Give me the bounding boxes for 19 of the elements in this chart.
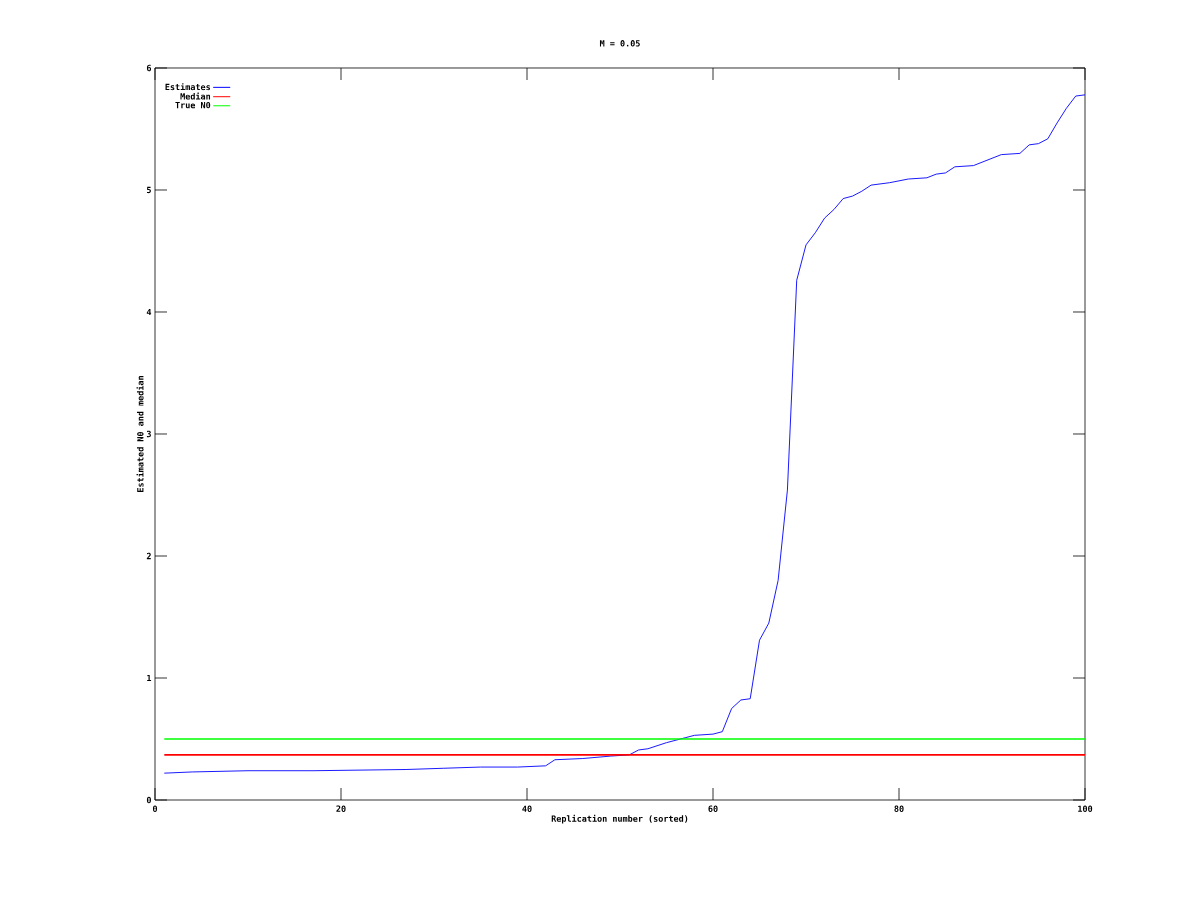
y-tick-label: 5	[146, 186, 151, 194]
legend-label: Median	[180, 92, 211, 100]
y-axis-title: Estimated N0 and median	[136, 376, 144, 492]
chart-title: M = 0.05	[599, 40, 640, 47]
y-tick-label: 6	[146, 64, 152, 72]
y-tick-label: 4	[146, 308, 152, 316]
x-tick-label: 100	[1078, 805, 1093, 812]
y-tick-label: 1	[147, 674, 152, 682]
x-axis-title: Replication number (sorted)	[551, 814, 688, 824]
legend-label: Estimates	[165, 83, 211, 91]
legend-label: True N0	[175, 101, 211, 109]
x-tick-label: 40	[522, 805, 532, 812]
x-tick-label: 80	[894, 805, 904, 812]
x-tick-label: 20	[336, 805, 346, 812]
y-tick-label: 3	[146, 430, 151, 438]
y-tick-label: 0	[146, 796, 151, 804]
y-tick-label: 2	[146, 552, 151, 560]
x-tick-label: 60	[708, 805, 718, 812]
x-tick-label: 0	[152, 805, 158, 812]
